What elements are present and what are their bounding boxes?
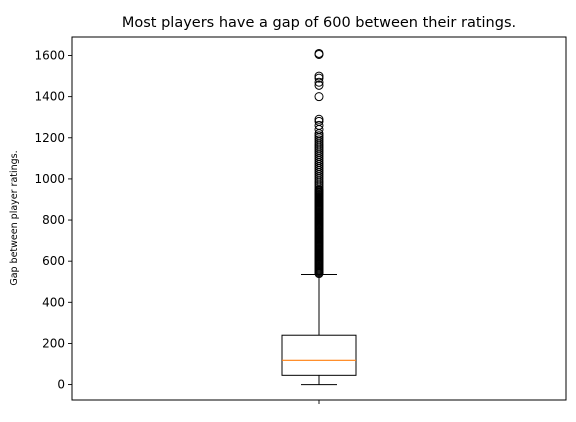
outlier-point [314, 71, 324, 81]
outlier-point [314, 77, 324, 87]
y-tick-label: 1200 [34, 131, 65, 145]
outlier-point [314, 80, 324, 90]
outlier-point [314, 120, 324, 130]
chart-title: Most players have a gap of 600 between t… [122, 15, 516, 31]
y-tick-label: 0 [57, 378, 65, 392]
y-tick-label: 1000 [34, 172, 65, 186]
outlier-point [314, 114, 324, 124]
plot-frame [71, 36, 567, 401]
y-tick-label: 1600 [34, 49, 65, 63]
y-tick-label: 800 [42, 213, 65, 227]
y-tick-label: 600 [42, 254, 65, 268]
y-tick-label: 400 [42, 295, 65, 309]
y-axis-label: Gap between player ratings. [9, 150, 20, 285]
outlier-point [314, 92, 324, 102]
y-tick-label: 1400 [34, 90, 65, 104]
outlier-point [314, 48, 324, 58]
plot-area: 0 200 400 600 800 1000 1200 1400 1600 [34, 48, 357, 404]
y-tick-label: 200 [42, 336, 65, 350]
iqr-box [281, 334, 357, 376]
